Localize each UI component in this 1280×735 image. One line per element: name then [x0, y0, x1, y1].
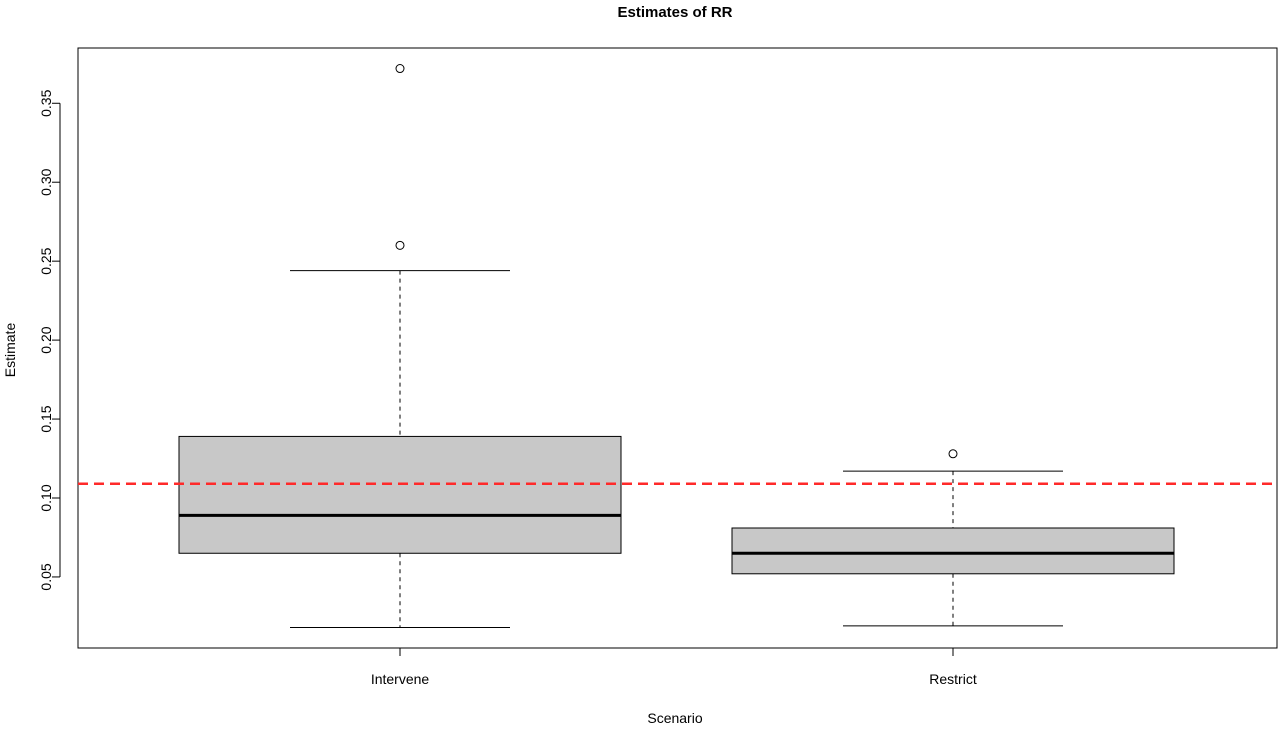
- y-tick-label: 0.30: [38, 168, 54, 195]
- x-axis-label: Scenario: [647, 710, 702, 726]
- y-tick-label: 0.20: [38, 326, 54, 353]
- y-tick-label: 0.05: [38, 563, 54, 590]
- y-tick-label: 0.10: [38, 484, 54, 511]
- chart-title: Estimates of RR: [617, 4, 732, 21]
- box-intervene: [178, 435, 622, 554]
- box-restrict: [731, 527, 1175, 575]
- y-tick-label: 0.35: [38, 89, 54, 116]
- y-tick-label: 0.25: [38, 247, 54, 274]
- x-tick-label: Intervene: [371, 671, 430, 687]
- y-tick-label: 0.15: [38, 405, 54, 432]
- x-tick-label: Restrict: [929, 671, 977, 687]
- outlier-point-restrict: [948, 449, 958, 459]
- outlier-point-intervene: [395, 240, 405, 250]
- chart-marks: 0.05 0.10 0.15 0.20 0.25 0.30 0.35 Intervene Res…: [38, 64, 1277, 687]
- outlier-point-intervene: [395, 64, 405, 74]
- y-axis-label: Estimate: [2, 323, 18, 378]
